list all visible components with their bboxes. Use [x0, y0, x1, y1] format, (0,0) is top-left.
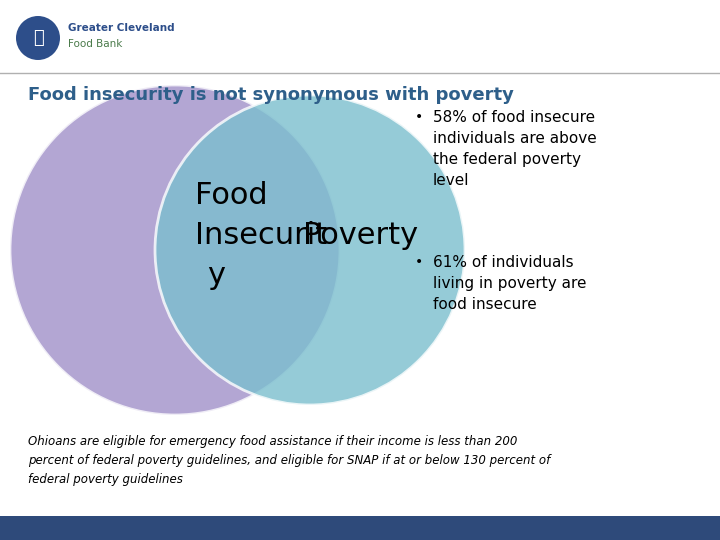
Text: y: y	[207, 260, 225, 289]
Text: Poverty: Poverty	[303, 220, 418, 249]
Circle shape	[16, 16, 60, 60]
Text: 61% of individuals
living in poverty are
food insecure: 61% of individuals living in poverty are…	[433, 255, 587, 312]
Text: Food Bank: Food Bank	[68, 39, 122, 49]
Text: 58% of food insecure
individuals are above
the federal poverty
level: 58% of food insecure individuals are abo…	[433, 110, 597, 188]
Circle shape	[10, 85, 340, 415]
Text: Greater Cleveland: Greater Cleveland	[68, 23, 175, 33]
Text: Food: Food	[195, 180, 268, 210]
Circle shape	[155, 95, 465, 405]
Text: Insecurit: Insecurit	[195, 220, 328, 249]
Text: Ohioans are eligible for emergency food assistance if their income is less than : Ohioans are eligible for emergency food …	[28, 435, 550, 486]
Bar	[0, 516, 720, 540]
Text: Food insecurity is not synonymous with poverty: Food insecurity is not synonymous with p…	[28, 86, 514, 104]
Text: •: •	[415, 255, 423, 269]
Text: ⫸: ⫸	[32, 29, 43, 47]
Text: •: •	[415, 110, 423, 124]
